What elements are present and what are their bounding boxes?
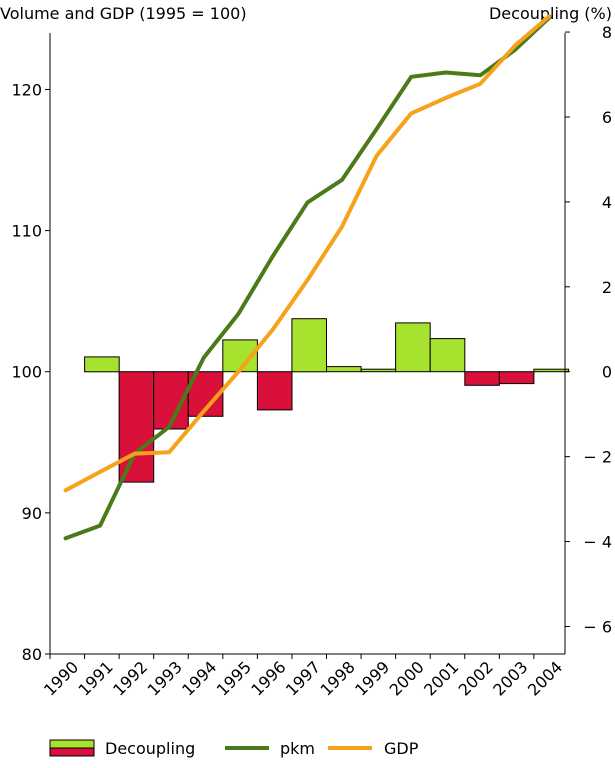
x-tick-label-2002: 2002 [455, 657, 497, 699]
x-tick-label-2003: 2003 [489, 657, 531, 699]
legend-label-gdp: GDP [384, 739, 419, 758]
x-tick-label-2001: 2001 [420, 657, 462, 699]
x-tick-label-1999: 1999 [351, 657, 393, 699]
right-tick-label-2: 2 [602, 278, 612, 297]
decoupling-bar-1998 [326, 366, 362, 373]
legend-label-pkm: pkm [280, 739, 315, 758]
legend-label-decoupling: Decoupling [105, 739, 195, 758]
decoupling-bar-2003 [498, 371, 535, 385]
decoupling-bar-1991 [84, 356, 120, 373]
right-tick-label-6: 6 [602, 108, 612, 127]
legend-decoupling-swatch-positive [49, 739, 95, 749]
x-tick-label-1994: 1994 [178, 657, 220, 699]
legend-decoupling-swatch-negative [49, 747, 95, 757]
decoupling-bar-2000 [395, 322, 431, 373]
series-lines [63, 14, 552, 541]
left-tick-label-80: 80 [22, 645, 42, 664]
decoupling-bars [84, 318, 570, 483]
decoupling-bar-1992 [118, 371, 155, 483]
x-tick-label-2004: 2004 [524, 657, 566, 699]
left-tick-label-110: 110 [11, 222, 42, 241]
gdp-line [63, 14, 552, 493]
right-tick-label-8: 8 [602, 23, 612, 42]
right-axis-title: Decoupling (%) [489, 4, 612, 23]
x-tick-label-1992: 1992 [109, 657, 151, 699]
x-tick-label-1991: 1991 [75, 657, 117, 699]
right-tick-label-0: 0 [602, 363, 612, 382]
left-tick-label-120: 120 [11, 80, 42, 99]
x-tick-label-1990: 1990 [40, 657, 82, 699]
left-tick-label-100: 100 [11, 363, 42, 382]
x-tick-label-1997: 1997 [282, 657, 324, 699]
right-tick-label--4: − 4 [583, 533, 612, 552]
x-tick-label-1993: 1993 [144, 657, 186, 699]
decoupling-bar-2004 [533, 368, 570, 373]
x-tick-label-1998: 1998 [317, 657, 359, 699]
pkm-line [63, 15, 552, 541]
x-tick-label-1996: 1996 [247, 657, 289, 699]
decoupling-bar-1997 [291, 318, 327, 373]
decoupling-bar-2001 [429, 338, 466, 373]
x-tick-label-1995: 1995 [213, 657, 255, 699]
right-tick-label-4: 4 [602, 193, 612, 212]
decoupling-bar-1999 [360, 368, 397, 373]
left-axis-title: Volume and GDP (1995 = 100) [0, 4, 247, 23]
left-tick-label-90: 90 [22, 504, 42, 523]
legend: Decoupling pkm GDP [49, 739, 419, 758]
decoupling-bar-1996 [256, 371, 293, 411]
decoupling-bar-2002 [464, 371, 500, 386]
x-tick-label-2000: 2000 [386, 657, 428, 699]
right-tick-label--6: − 6 [583, 617, 612, 636]
right-tick-label--2: − 2 [583, 448, 612, 467]
